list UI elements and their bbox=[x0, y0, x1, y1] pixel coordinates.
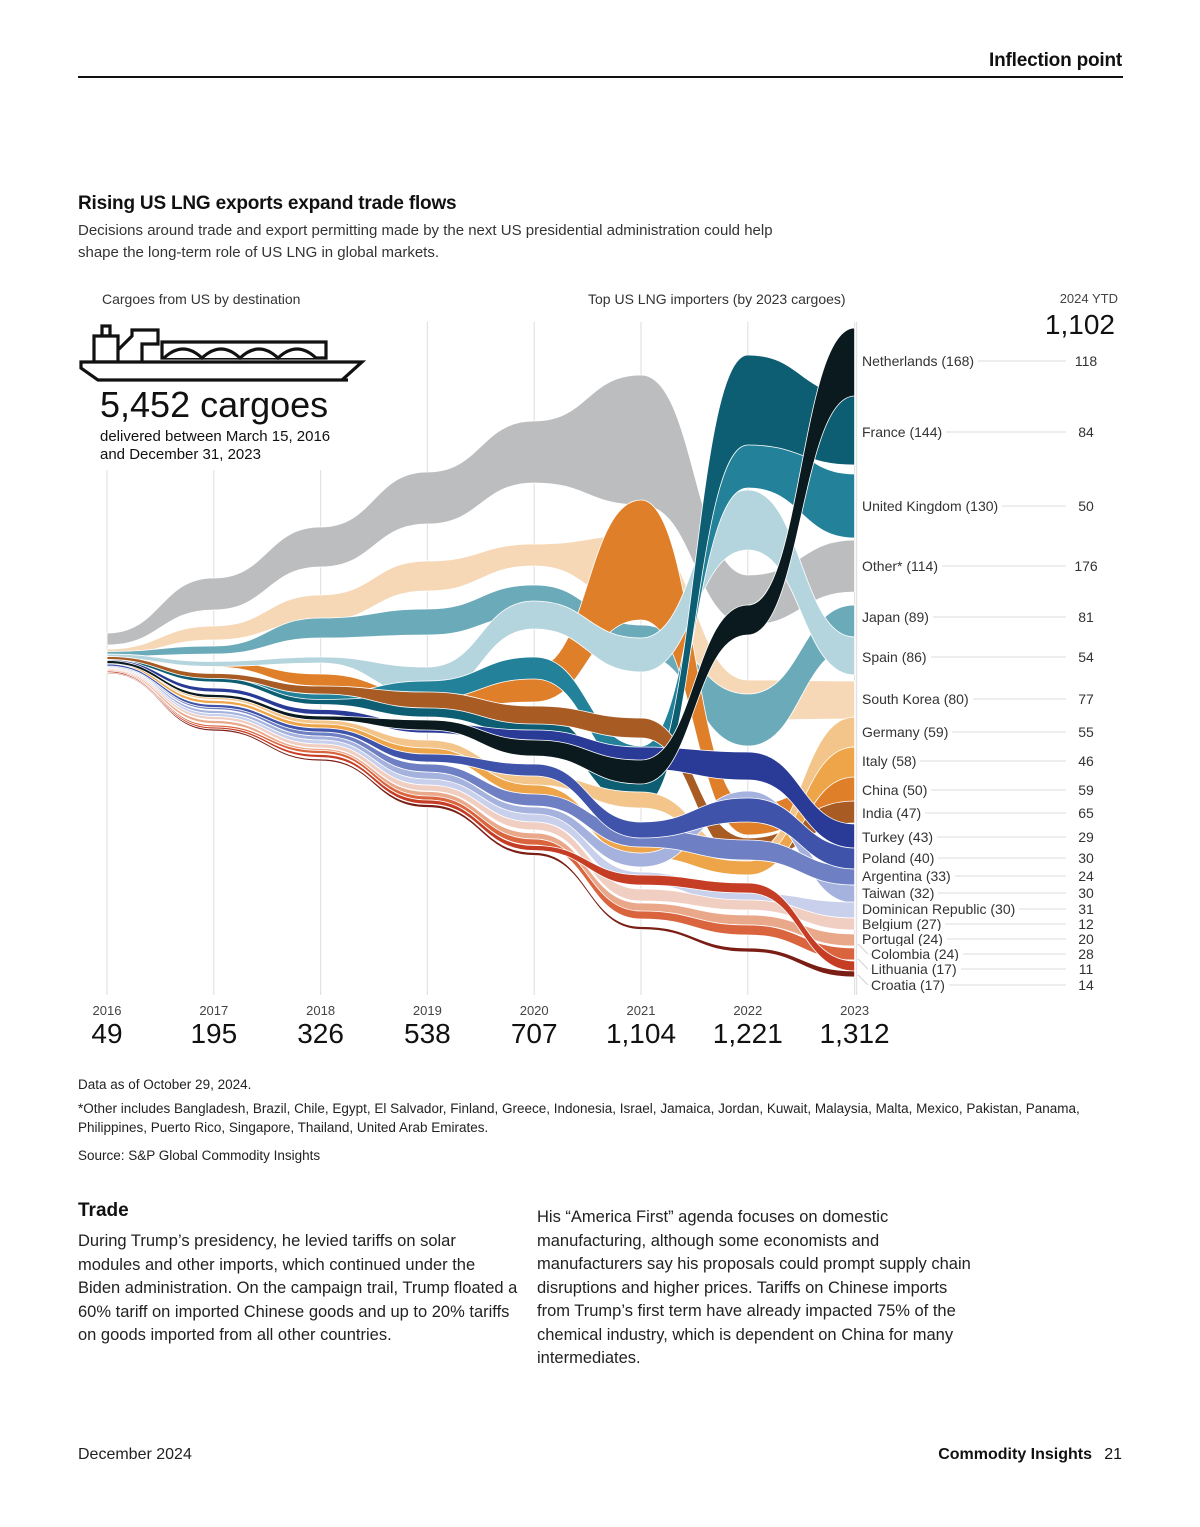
label-connector bbox=[857, 943, 869, 955]
article-column-right: His “America First” agenda focuses on do… bbox=[537, 1208, 971, 1367]
streamgraph-chart bbox=[106, 322, 1072, 995]
footer-date: December 2024 bbox=[78, 1446, 192, 1463]
year-tick-2023: 2023 bbox=[840, 1003, 870, 1018]
article-heading: Trade bbox=[78, 1200, 129, 1221]
total-cargoes: 5,452 cargoes bbox=[100, 384, 329, 425]
country-label: South Korea (80) bbox=[862, 691, 973, 707]
cargo-desc-line2: and December 31, 2023 bbox=[100, 446, 261, 463]
ytd-value: 29 bbox=[1066, 829, 1106, 845]
stream-bands bbox=[106, 327, 855, 978]
stream-colombia bbox=[106, 669, 855, 961]
country-label: Japan (89) bbox=[862, 609, 933, 625]
year-total-2016: 49 bbox=[91, 1018, 123, 1049]
year-tick-2022: 2022 bbox=[733, 1003, 763, 1018]
country-label: France (144) bbox=[862, 424, 947, 440]
left-axis-label: Cargoes from US by destination bbox=[102, 291, 301, 307]
year-total-2022: 1,221 bbox=[712, 1018, 783, 1049]
country-label: Poland (40) bbox=[862, 850, 939, 866]
ytd-value: 12 bbox=[1066, 916, 1106, 932]
year-tick-2017: 2017 bbox=[199, 1003, 229, 1018]
year-tick-2018: 2018 bbox=[306, 1003, 336, 1018]
country-label: China (50) bbox=[862, 782, 932, 798]
ytd-value: 81 bbox=[1066, 609, 1106, 625]
ytd-value: 30 bbox=[1066, 850, 1106, 866]
year-total-2020: 707 bbox=[510, 1018, 558, 1049]
chart-subtitle: Decisions around trade and export permit… bbox=[78, 222, 773, 261]
header-rule bbox=[78, 76, 1123, 78]
year-total-2017: 195 bbox=[190, 1018, 238, 1049]
label-connector bbox=[857, 974, 869, 986]
country-label: Colombia (24) bbox=[871, 946, 963, 962]
stream-croatia bbox=[106, 672, 855, 978]
country-label: Germany (59) bbox=[862, 724, 953, 740]
ytd-value: 77 bbox=[1066, 691, 1106, 707]
ytd-value: 84 bbox=[1066, 424, 1106, 440]
stream-poland bbox=[106, 663, 855, 870]
year-tick-2016: 2016 bbox=[92, 1003, 122, 1018]
country-label: Spain (86) bbox=[862, 649, 931, 665]
ytd-value: 50 bbox=[1066, 498, 1106, 514]
cargo-period-description: delivered between March 15, 2016 and Dec… bbox=[100, 428, 400, 464]
ytd-heading: 2024 YTD bbox=[1059, 291, 1118, 306]
chart-title: Rising US LNG exports expand trade flows bbox=[78, 193, 457, 214]
year-total-2018: 326 bbox=[297, 1018, 344, 1049]
ytd-total: 1,102 bbox=[1044, 309, 1115, 340]
ytd-value: 30 bbox=[1066, 885, 1106, 901]
country-label: Lithuania (17) bbox=[871, 961, 961, 977]
ytd-value: 14 bbox=[1066, 977, 1106, 993]
ytd-value: 55 bbox=[1066, 724, 1106, 740]
ytd-value: 118 bbox=[1066, 353, 1106, 369]
label-connector bbox=[857, 958, 869, 970]
lng-tanker-ship-icon bbox=[79, 324, 367, 382]
cargo-desc-line1: delivered between March 15, 2016 bbox=[100, 428, 331, 445]
year-tick-2019: 2019 bbox=[412, 1003, 442, 1018]
country-label: Italy (58) bbox=[862, 753, 921, 769]
country-label: Taiwan (32) bbox=[862, 885, 939, 901]
year-tick-2020: 2020 bbox=[519, 1003, 549, 1018]
country-label: Belgium (27) bbox=[862, 916, 946, 932]
page-number: 21 bbox=[1104, 1446, 1122, 1463]
ytd-value: 31 bbox=[1066, 901, 1106, 917]
year-tick-2021: 2021 bbox=[626, 1003, 656, 1018]
ytd-value: 54 bbox=[1066, 649, 1106, 665]
country-label: Dominican Republic (30) bbox=[862, 901, 1020, 917]
stream-netherlands bbox=[106, 327, 855, 785]
year-total-2021: 1,104 bbox=[605, 1018, 677, 1049]
country-label: Other* (114) bbox=[862, 558, 942, 574]
article-column-left: During Trump’s presidency, he levied tar… bbox=[78, 1232, 518, 1344]
legend-heading: Top US LNG importers (by 2023 cargoes) bbox=[588, 291, 846, 307]
section-title: Inflection point bbox=[989, 50, 1122, 71]
ytd-value: 59 bbox=[1066, 782, 1106, 798]
country-label: Portugal (24) bbox=[862, 931, 947, 947]
ytd-value: 176 bbox=[1066, 558, 1106, 574]
country-label: United Kingdom (130) bbox=[862, 498, 1003, 514]
country-label: India (47) bbox=[862, 805, 926, 821]
year-total-2023: 1,312 bbox=[819, 1018, 890, 1049]
country-label: Croatia (17) bbox=[871, 977, 949, 993]
ytd-value: 11 bbox=[1066, 961, 1106, 977]
chart-notes: Data as of October 29, 2024. *Other incl… bbox=[78, 1075, 1128, 1170]
other-footnote: *Other includes Bangladesh, Brazil, Chil… bbox=[78, 1101, 1080, 1135]
source-note: Source: S&P Global Commodity Insights bbox=[78, 1148, 321, 1163]
country-label: Netherlands (168) bbox=[862, 353, 979, 369]
country-label: Argentina (33) bbox=[862, 868, 955, 884]
stream-other bbox=[106, 374, 855, 646]
ytd-value: 28 bbox=[1066, 946, 1106, 962]
ytd-value: 24 bbox=[1066, 868, 1106, 884]
ytd-value: 65 bbox=[1066, 805, 1106, 821]
country-label: Turkey (43) bbox=[862, 829, 938, 845]
footer-publication: Commodity Insights bbox=[938, 1446, 1092, 1463]
ytd-value: 46 bbox=[1066, 753, 1106, 769]
data-as-of-note: Data as of October 29, 2024. bbox=[78, 1077, 252, 1092]
year-total-2019: 538 bbox=[404, 1018, 451, 1049]
ytd-value: 20 bbox=[1066, 931, 1106, 947]
